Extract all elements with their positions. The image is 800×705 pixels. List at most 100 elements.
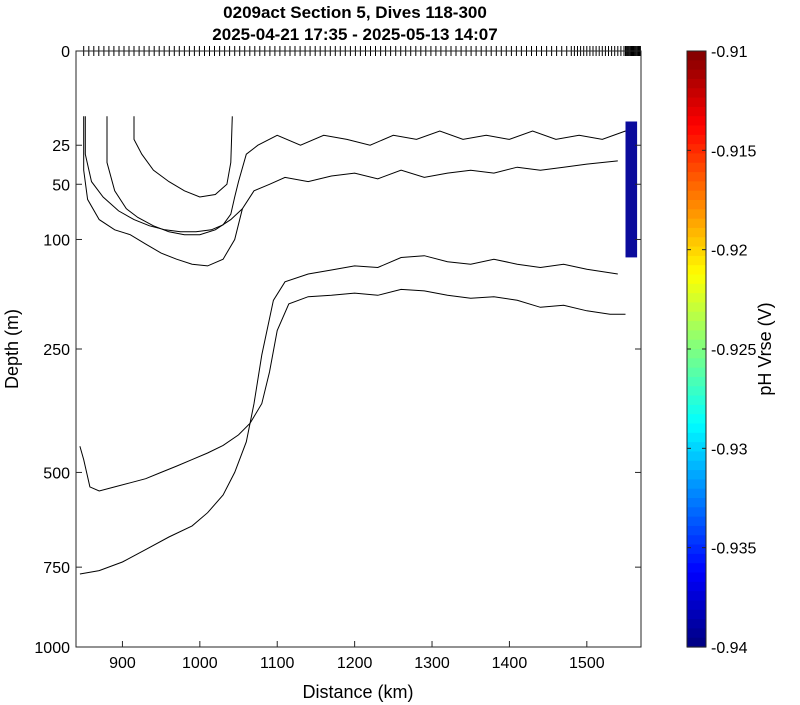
contour-line-4 <box>133 116 233 198</box>
colorbar-segment <box>687 106 706 117</box>
colorbar-segment <box>687 60 706 71</box>
y-tick-label: 250 <box>43 342 70 359</box>
colorbar-segment <box>687 442 706 453</box>
colorbar-segment <box>687 423 706 434</box>
x-tick-label: 1200 <box>337 655 373 672</box>
colorbar-gradient <box>687 51 706 648</box>
x-axis-ticks: 900 1000 1100 1200 1300 1400 1500 <box>109 641 605 672</box>
colorbar-segment <box>687 181 706 192</box>
colorbar-segment <box>687 367 706 378</box>
colorbar-segment <box>687 293 706 304</box>
plot-background <box>76 51 641 647</box>
colorbar-ticks: -0.91 -0.915 -0.92 -0.925 -0.93 -0.935 -0.94 <box>687 44 756 657</box>
colorbar-segment <box>687 339 706 350</box>
colorbar-segment <box>687 190 706 201</box>
y-tick-label: 500 <box>43 465 70 482</box>
colorbar-segment <box>687 255 706 266</box>
colorbar-segment <box>687 619 706 629</box>
colorbar-segment <box>687 470 706 480</box>
colorbar-segment <box>687 209 706 220</box>
colorbar-segment <box>687 535 706 546</box>
x-tick-label: 1100 <box>260 655 295 672</box>
colorbar-segment <box>687 311 706 322</box>
colorbar-segment <box>687 69 706 80</box>
colorbar-segment <box>687 376 706 387</box>
colorbar-segment <box>687 404 706 415</box>
colorbar-segment <box>687 525 706 536</box>
colorbar-segment <box>687 88 706 99</box>
colorbar-segment <box>687 628 706 639</box>
colorbar-segment <box>687 479 706 490</box>
colorbar-segment <box>687 498 706 508</box>
colorbar-segment <box>687 330 706 341</box>
colorbar-segment <box>687 97 706 108</box>
colorbar-segment <box>687 451 706 462</box>
colorbar-segment <box>687 563 706 574</box>
y-tick-label: 750 <box>43 560 70 577</box>
colorbar-segment <box>687 544 706 555</box>
colorbar-segment <box>687 432 706 443</box>
colorbar-segment <box>687 386 706 397</box>
colorbar-tick-label: -0.925 <box>711 342 756 359</box>
x-tick-label: 1300 <box>414 655 450 672</box>
colorbar-segment <box>687 516 706 527</box>
colorbar-tick-label: -0.92 <box>711 243 748 260</box>
colorbar-segment <box>687 200 706 210</box>
colorbar-segment <box>687 125 706 136</box>
colorbar-segment <box>687 572 706 583</box>
colorbar-segment <box>687 358 706 369</box>
contour-line-5 <box>79 288 626 492</box>
x-tick-label: 900 <box>109 655 136 672</box>
colorbar-segment <box>687 581 706 592</box>
colorbar-segment <box>687 637 706 648</box>
y-tick-label: 1000 <box>34 640 70 657</box>
colorbar-segment <box>687 460 706 471</box>
colorbar-segment <box>687 144 706 155</box>
y-tick-label: 0 <box>61 44 70 61</box>
colorbar-segment <box>687 172 706 182</box>
colorbar-segment <box>687 349 706 359</box>
x-tick-label: 1500 <box>569 655 605 672</box>
contour-line-2 <box>83 116 618 267</box>
colorbar-tick-label: -0.91 <box>711 44 748 61</box>
contour-line-3 <box>106 116 243 236</box>
colorbar-segment <box>687 265 706 276</box>
chart-title: 0209act Section 5, Dives 118-300 <box>223 3 487 22</box>
colorbar-segment <box>687 218 706 229</box>
contour-line-1 <box>84 116 626 233</box>
colorbar-segment <box>687 609 706 620</box>
y-tick-label: 100 <box>43 232 70 249</box>
plot-area: 900 1000 1100 1200 1300 1400 1500 0 25 50 100 250 5… <box>34 44 642 672</box>
contour-line-6 <box>79 255 618 575</box>
x-tick-label: 1400 <box>492 655 528 672</box>
colorbar-segment <box>687 134 706 145</box>
colorbar-segment <box>687 153 706 164</box>
colorbar-segment <box>687 553 706 564</box>
colored-data-patch <box>625 121 638 258</box>
colorbar-tick-label: -0.915 <box>711 143 756 160</box>
y-axis-ticks: 0 25 50 100 250 500 750 1000 <box>34 44 641 657</box>
colorbar-segment <box>687 274 706 285</box>
colored-patch-layer <box>625 121 638 258</box>
colorbar-tick-label: -0.935 <box>711 541 756 558</box>
y-tick-label: 25 <box>52 138 70 155</box>
colorbar-segment <box>687 600 706 611</box>
colorbar-segment <box>687 227 706 238</box>
colorbar-tick-label: -0.93 <box>711 441 748 458</box>
y-tick-label: 50 <box>52 177 70 194</box>
colorbar-segment <box>687 51 706 61</box>
x-axis-label: Distance (km) <box>302 682 413 702</box>
y-axis-label: Depth (m) <box>2 309 22 389</box>
colorbar-segment <box>687 246 706 257</box>
contour-layer <box>79 116 626 575</box>
colorbar-segment <box>687 591 706 602</box>
colorbar-segment <box>687 488 706 499</box>
colorbar-label: pH Vrse (V) <box>755 302 775 395</box>
x-tick-label: 1000 <box>182 655 218 672</box>
colorbar-segment <box>687 283 706 294</box>
colorbar-segment <box>687 395 706 406</box>
colorbar: -0.91 -0.915 -0.92 -0.925 -0.93 -0.935 -0.94 p… <box>686 44 775 657</box>
colorbar-segment <box>687 507 706 518</box>
chart-subtitle: 2025-04-21 17:35 - 2025-05-13 14:07 <box>212 25 497 44</box>
